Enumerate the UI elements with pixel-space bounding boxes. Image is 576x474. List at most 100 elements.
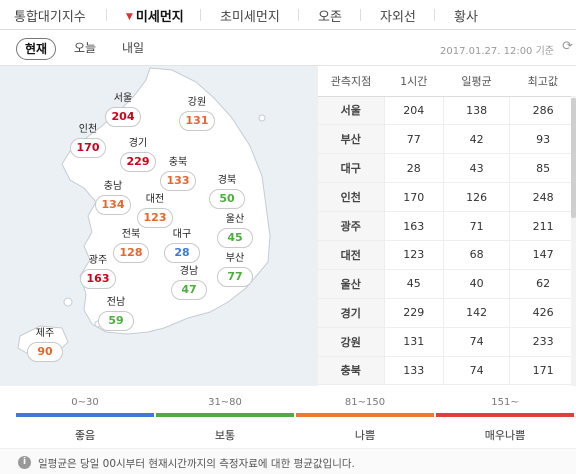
city-value: 128 <box>113 243 149 263</box>
hourly-value: 204 <box>383 96 444 126</box>
map-city-jeju[interactable]: 제주 90 <box>20 328 70 362</box>
table-row[interactable]: 대전 123 68 147 <box>318 240 576 270</box>
tab-tomorrow[interactable]: 내일 <box>122 41 145 55</box>
table-row[interactable]: 부산 77 42 93 <box>318 124 576 155</box>
hourly-value: 77 <box>383 124 444 155</box>
korea-map-shape <box>17 67 271 357</box>
map-city-ulsan[interactable]: 울산 45 <box>210 214 260 248</box>
map-city-jeonbuk[interactable]: 전북 128 <box>106 229 156 263</box>
map-city-daejeon[interactable]: 대전 123 <box>130 194 180 228</box>
station-name: 강원 <box>318 327 384 357</box>
city-value: 204 <box>105 107 141 127</box>
city-value: 50 <box>209 189 245 209</box>
hourly-value: 170 <box>383 182 444 213</box>
city-name: 울산 <box>225 214 245 225</box>
city-value: 45 <box>217 228 253 248</box>
hourly-value: 229 <box>383 298 444 328</box>
table-row[interactable]: 강원 131 74 233 <box>318 327 576 357</box>
table-row[interactable]: 인천 170 126 248 <box>318 182 576 213</box>
tab-divider <box>434 9 435 21</box>
hourly-value: 45 <box>383 269 444 299</box>
table-row[interactable]: 경기 229 142 426 <box>318 298 576 328</box>
city-name: 경남 <box>179 266 199 277</box>
city-name: 전남 <box>106 297 126 308</box>
map-city-gyeonggi[interactable]: 경기 229 <box>113 138 163 172</box>
max-value: 171 <box>509 356 576 386</box>
city-value: 133 <box>160 171 196 191</box>
tab-integrated-index[interactable]: 통합대기지수 <box>14 10 86 25</box>
tab-today[interactable]: 오늘 <box>74 41 97 55</box>
table-header-row: 관측지점 1시간 일평균 최고값 <box>318 66 576 97</box>
tab-ozone[interactable]: 오존 <box>318 10 342 25</box>
legend-very-bad: 151~ 매우나쁨 <box>436 396 574 443</box>
table-row[interactable]: 충북 133 74 171 <box>318 356 576 386</box>
max-value: 248 <box>509 182 576 213</box>
city-name: 강원 <box>187 97 207 108</box>
station-name: 서울 <box>318 96 384 126</box>
max-value: 286 <box>509 96 576 126</box>
tab-divider <box>360 9 361 21</box>
max-value: 62 <box>509 269 576 299</box>
tab-yellow-dust[interactable]: 황사 <box>454 10 478 25</box>
city-name: 광주 <box>88 255 108 266</box>
map-city-busan[interactable]: 부산 77 <box>210 253 260 287</box>
map-city-gwangju[interactable]: 광주 163 <box>73 255 123 289</box>
legend-bad: 81~150 나쁨 <box>296 396 434 443</box>
city-name: 충북 <box>168 157 188 168</box>
station-name: 부산 <box>318 124 384 155</box>
station-name: 대구 <box>318 153 384 184</box>
map-city-chungbuk[interactable]: 충북 133 <box>153 157 203 191</box>
city-value: 59 <box>98 311 134 331</box>
station-name: 경기 <box>318 298 384 328</box>
table-row[interactable]: 서울 204 138 286 <box>318 96 576 126</box>
air-quality-tab-bar: 통합대기지수 ▼ 미세먼지 초미세먼지 오존 자외선 황사 <box>0 0 576 30</box>
tab-now[interactable]: 현재 <box>16 38 57 60</box>
map-city-daegu[interactable]: 대구 28 <box>157 229 207 263</box>
table-row[interactable]: 대구 28 43 85 <box>318 153 576 184</box>
city-name: 제주 <box>35 328 55 339</box>
legend-color-bar <box>156 413 294 417</box>
map-city-gyeongnam[interactable]: 경남 47 <box>164 266 214 300</box>
footnote: i 일평균은 당일 00시부터 현재시간까지의 측정자료에 대한 평균값입니다. <box>0 448 576 474</box>
scrollbar-thumb[interactable] <box>571 98 576 218</box>
hourly-value: 123 <box>383 240 444 270</box>
map-city-chungnam[interactable]: 충남 134 <box>88 181 138 215</box>
legend-color-bar <box>436 413 574 417</box>
map-city-seoul[interactable]: 서울 204 <box>98 93 148 127</box>
measurement-datetime: 2017.01.27. 12:00 기준 <box>439 46 554 57</box>
station-name: 충북 <box>318 356 384 386</box>
legend-range: 151~ <box>491 397 519 408</box>
station-name: 대전 <box>318 240 384 270</box>
city-name: 대전 <box>145 194 165 205</box>
column-header: 최고값 <box>509 66 576 97</box>
city-value: 123 <box>137 208 173 228</box>
table-scrollbar[interactable] <box>571 96 576 386</box>
refresh-icon[interactable]: ⟳ <box>562 39 573 54</box>
daily-average: 74 <box>442 327 510 357</box>
city-value: 163 <box>80 269 116 289</box>
map-city-incheon[interactable]: 인천 170 <box>63 124 113 158</box>
tab-ultrafine-dust[interactable]: 초미세먼지 <box>220 10 280 25</box>
table-row[interactable]: 울산 45 40 62 <box>318 269 576 299</box>
tab-fine-dust[interactable]: ▼ 미세먼지 <box>126 6 184 25</box>
tab-uv[interactable]: 자외선 <box>380 10 416 25</box>
hourly-value: 28 <box>383 153 444 184</box>
legend-good: 0~30 좋음 <box>16 396 154 443</box>
city-name: 전북 <box>121 229 141 240</box>
map-city-gangwon[interactable]: 강원 131 <box>172 97 222 131</box>
grade-legend: 0~30 좋음 31~80 보통 81~150 나쁨 151~ 매우나쁨 <box>16 396 576 446</box>
legend-label: 나쁨 <box>354 429 376 442</box>
map-city-gyeongbuk[interactable]: 경북 50 <box>202 175 252 209</box>
legend-color-bar <box>16 413 154 417</box>
city-value: 134 <box>95 195 131 215</box>
table-row[interactable]: 광주 163 71 211 <box>318 211 576 241</box>
daily-average: 43 <box>442 153 510 184</box>
max-value: 211 <box>509 211 576 241</box>
station-name: 인천 <box>318 182 384 213</box>
legend-label: 보통 <box>214 429 236 442</box>
city-name: 대구 <box>172 229 192 240</box>
city-name: 경기 <box>128 138 148 149</box>
legend-range: 31~80 <box>208 397 242 408</box>
map-city-jeonnam[interactable]: 전남 59 <box>91 297 141 331</box>
footnote-text: 일평균은 당일 00시부터 현재시간까지의 측정자료에 대한 평균값입니다. <box>38 458 355 470</box>
